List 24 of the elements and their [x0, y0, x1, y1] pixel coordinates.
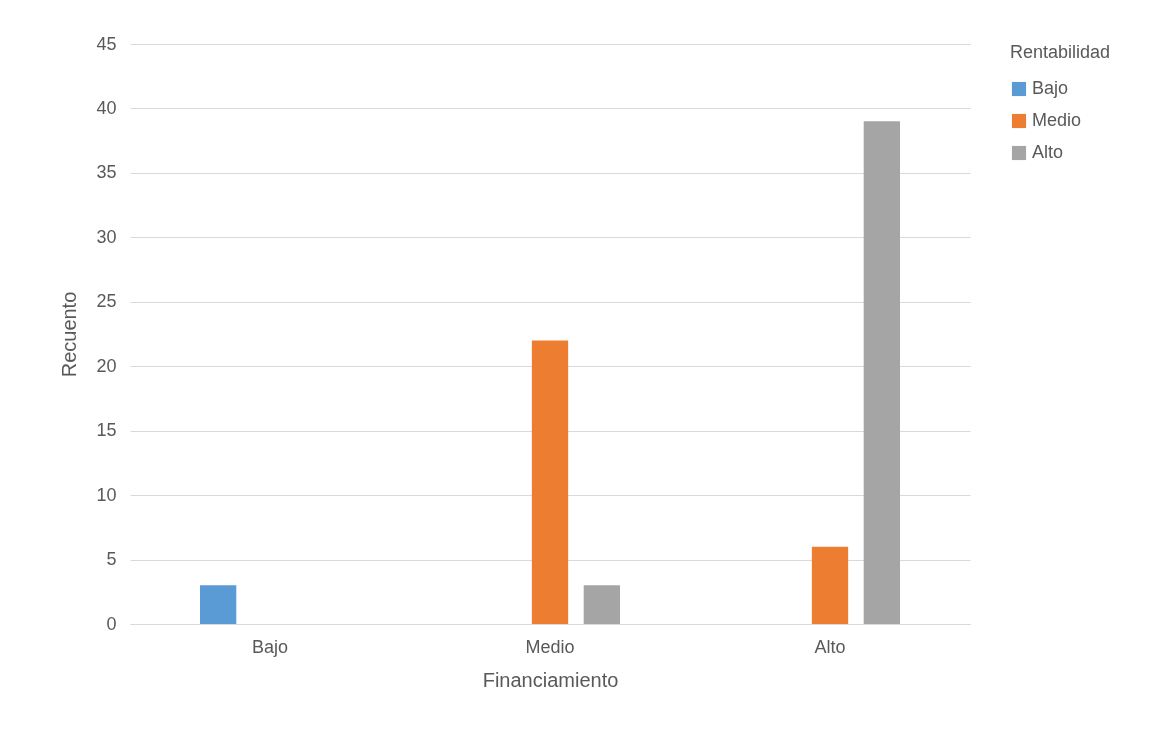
legend-title: Rentabilidad: [1010, 42, 1111, 62]
x-axis-title: Financiamiento: [482, 668, 619, 691]
bar: [531, 340, 569, 624]
y-tick-label: 30: [96, 226, 117, 247]
legend-label: Medio: [1032, 110, 1082, 130]
y-tick-label: 25: [96, 291, 117, 312]
y-tick-label: 40: [96, 97, 117, 118]
bar: [200, 585, 237, 624]
x-tick-label: Alto: [814, 636, 846, 657]
legend-label: Bajo: [1032, 78, 1069, 98]
bar: [863, 121, 900, 624]
x-tick-label: Bajo: [251, 636, 289, 657]
y-tick-label: 45: [96, 33, 117, 54]
y-tick-label: 20: [96, 355, 117, 376]
y-tick-label: 0: [106, 613, 117, 634]
y-tick-label: 15: [96, 420, 117, 441]
legend-label: Alto: [1032, 142, 1064, 162]
y-axis-title: Recuento: [58, 291, 81, 378]
bar: [583, 585, 620, 624]
y-tick-label: 35: [96, 162, 117, 183]
y-tick-label: 10: [96, 484, 117, 505]
x-tick-label: Medio: [525, 636, 575, 657]
bar: [811, 546, 849, 624]
y-tick-label: 5: [106, 549, 117, 570]
